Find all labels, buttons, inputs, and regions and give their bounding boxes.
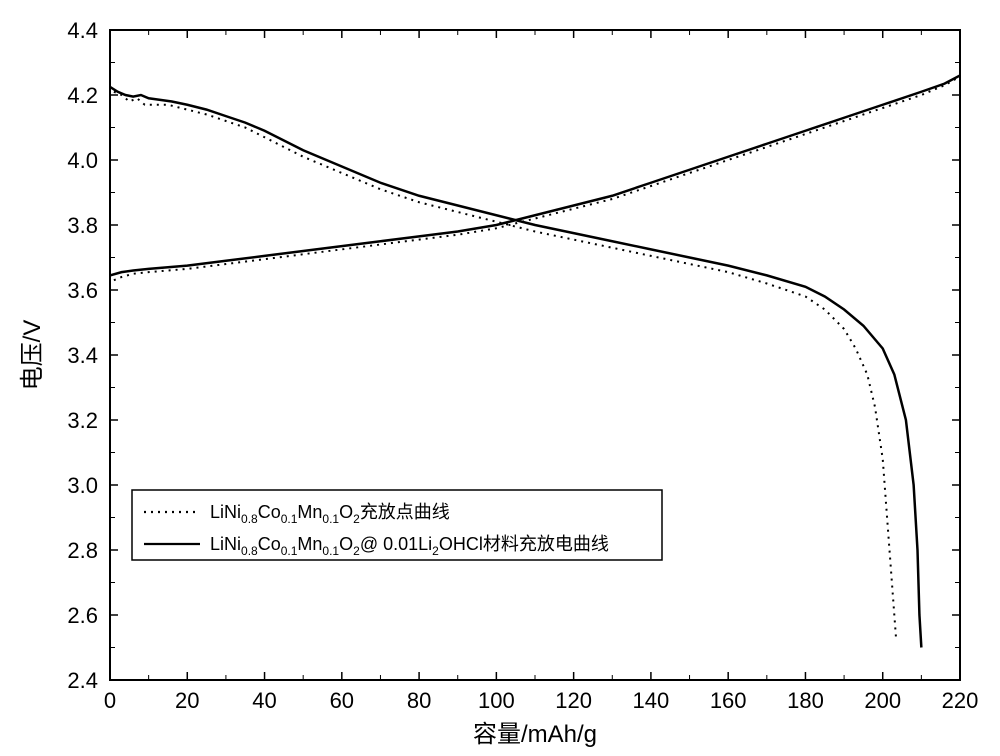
x-tick-label: 220 [942, 688, 979, 713]
y-tick-label: 3.6 [67, 278, 98, 303]
x-tick-label: 40 [252, 688, 276, 713]
chart-container: 0 20 40 60 80 100 120 140 160 180 200 220 2.4 2.6 2.8 3… [0, 0, 1000, 756]
y-tick-label: 2.4 [67, 668, 98, 693]
x-axis-label: 容量/mAh/g [473, 721, 597, 748]
y-tick-label: 3.0 [67, 473, 98, 498]
y-tick-label: 4.0 [67, 148, 98, 173]
x-tick-label: 200 [864, 688, 901, 713]
y-axis-label: 电压/V [19, 320, 46, 391]
legend-label-0: LiNi0.8Co0.1Mn0.1O2充放点曲线 [210, 502, 450, 526]
x-tick-label: 60 [330, 688, 354, 713]
chart-svg: 0 20 40 60 80 100 120 140 160 180 200 220 2.4 2.6 2.8 3… [0, 0, 1000, 756]
x-tick-label: 100 [478, 688, 515, 713]
plot-border [110, 30, 960, 680]
series-discharge-0 [114, 92, 896, 641]
x-tick-label: 180 [787, 688, 824, 713]
series-charge-0 [114, 79, 956, 281]
y-tick-label: 4.4 [67, 18, 98, 43]
x-tick-label: 20 [175, 688, 199, 713]
series-discharge-1 [110, 87, 921, 648]
x-tick-label: 120 [555, 688, 592, 713]
y-tick-label: 3.8 [67, 213, 98, 238]
y-tick-label: 3.2 [67, 408, 98, 433]
legend-label-1: LiNi0.8Co0.1Mn0.1O2@ 0.01Li2OHCl材料充放电曲线 [210, 534, 609, 558]
y-tick-label: 2.6 [67, 603, 98, 628]
series-charge-1 [110, 76, 960, 276]
y-tick-label: 4.2 [67, 83, 98, 108]
y-tick-label: 3.4 [67, 343, 98, 368]
x-tick-label: 80 [407, 688, 431, 713]
x-tick-label: 0 [104, 688, 116, 713]
x-tick-label: 140 [633, 688, 670, 713]
y-tick-label: 2.8 [67, 538, 98, 563]
x-tick-label: 160 [710, 688, 747, 713]
